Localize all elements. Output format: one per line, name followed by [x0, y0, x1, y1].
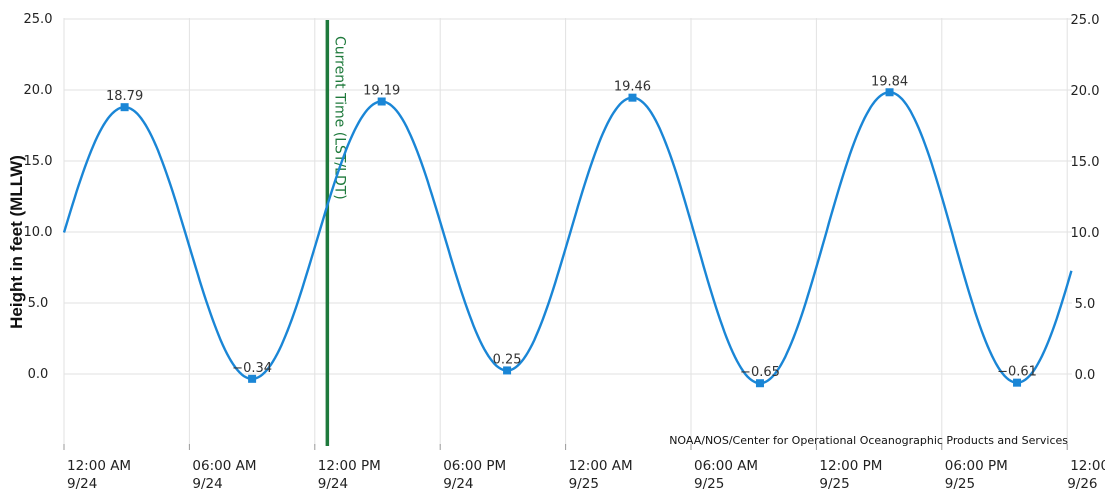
x-tick-label-time: 12:00 PM [819, 458, 882, 474]
x-tick-label-date: 9/24 [443, 476, 473, 492]
x-tick-label-time: 12:00 [1070, 458, 1105, 474]
extreme-data-label: −0.61 [997, 365, 1037, 380]
x-tick-label-time: 12:00 AM [569, 458, 633, 474]
y-axis-right: 0.0 5.0 10.0 15.0 20.0 25.0 [1071, 13, 1100, 383]
x-tick-label-date: 9/24 [67, 476, 97, 492]
x-tick-label-date: 9/25 [819, 476, 849, 492]
extreme-data-label: 19.84 [871, 74, 908, 89]
tide-curve [62, 91, 1073, 385]
extreme-marker [885, 88, 894, 97]
x-tick-label-date: 9/25 [945, 476, 975, 492]
extreme-data-label: −0.34 [232, 361, 272, 376]
x-tick-label-time: 06:00 PM [443, 458, 506, 474]
current-time-marker: Current Time (LST/LDT) [325, 20, 347, 446]
y-tick-label-right: 10.0 [1071, 226, 1100, 241]
x-axis: 12:00 AM 9/24 06:00 AM 9/24 12:00 PM 9/24 06:0… [63, 444, 1105, 492]
extreme-marker [377, 97, 386, 106]
x-tick-label-time: 06:00 PM [945, 458, 1008, 474]
y-tick-label-right: 20.0 [1071, 84, 1100, 99]
extreme-data-label: 19.19 [363, 84, 400, 99]
series-layer [62, 91, 1073, 385]
extreme-marker [628, 93, 637, 102]
extreme-data-label: −0.65 [740, 365, 780, 380]
y-tick-label-right: 15.0 [1071, 155, 1100, 170]
extreme-data-label: 0.25 [493, 352, 522, 367]
extreme-data-label: 19.46 [614, 80, 651, 95]
extreme-marker [1013, 378, 1022, 387]
x-tick-label-date: 9/24 [192, 476, 222, 492]
extreme-points: 18.79 −0.34 19.19 0.25 19.46 −0.65 19.84 −0.61 [106, 74, 1037, 388]
x-tick-label-time: 12:00 AM [67, 458, 131, 474]
x-tick-label-date: 9/24 [318, 476, 348, 492]
y-tick-label-right: 0.0 [1075, 368, 1096, 383]
y-tick-label-left: 0.0 [28, 367, 49, 382]
y-tick-label-left: 20.0 [24, 83, 53, 98]
y-tick-label-right: 25.0 [1071, 13, 1100, 28]
y-axis-left: 0.0 5.0 10.0 15.0 20.0 25.0 [24, 12, 53, 382]
extreme-marker [503, 366, 512, 375]
y-tick-label-left: 5.0 [28, 296, 49, 311]
extreme-marker [755, 379, 764, 388]
x-tick-label-date: 9/25 [694, 476, 724, 492]
grid-layer [63, 18, 1072, 446]
current-time-label: Current Time (LST/LDT) [331, 36, 347, 200]
y-tick-label-right: 5.0 [1075, 297, 1096, 312]
y-axis-title: Height in feet (MLLW) [7, 155, 26, 329]
x-tick-label-time: 06:00 AM [694, 458, 758, 474]
x-tick-label-date: 9/26 [1067, 476, 1097, 492]
y-tick-label-left: 15.0 [24, 154, 53, 169]
y-tick-label-left: 10.0 [24, 225, 53, 240]
y-tick-label-left: 25.0 [24, 12, 53, 27]
extreme-marker [248, 374, 257, 383]
x-tick-label-date: 9/25 [569, 476, 599, 492]
x-tick-label-time: 06:00 AM [192, 458, 256, 474]
x-tick-label-time: 12:00 PM [318, 458, 381, 474]
extreme-data-label: 18.79 [106, 89, 143, 104]
extreme-marker [120, 103, 129, 112]
credit-text: NOAA/NOS/Center for Operational Oceanogr… [669, 434, 1068, 447]
